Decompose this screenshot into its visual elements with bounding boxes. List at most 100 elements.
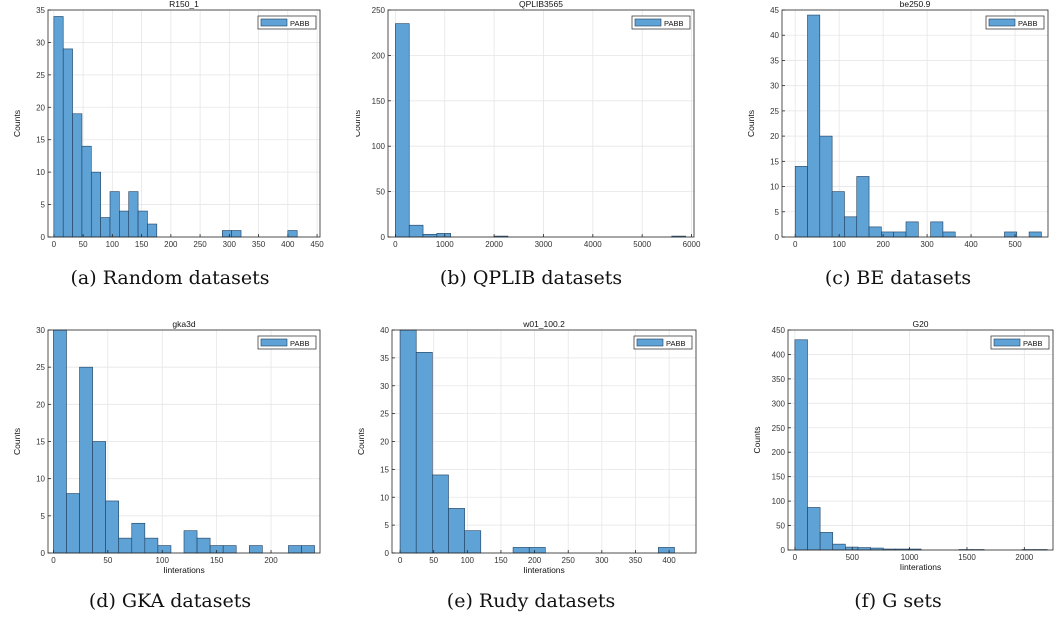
- histogram-bar: [408, 224, 424, 238]
- y-tick-label: 10: [36, 168, 45, 177]
- histogram-be: 0 100 200 300 400 500 0 5 10 15 20 25 30 35 40 45 be250.…: [746, 0, 1049, 250]
- x-tick-label: 400: [662, 556, 676, 565]
- y-tick-label: 10: [770, 183, 779, 192]
- histogram-bar: [231, 230, 242, 238]
- y-axis-label: Counts: [356, 110, 362, 137]
- chart-title: G20: [912, 319, 928, 329]
- x-tick-label: 250: [193, 240, 207, 249]
- y-tick-label: 100: [772, 497, 786, 506]
- histogram-bar: [105, 500, 120, 554]
- y-tick-label: 15: [770, 157, 779, 166]
- y-tick-label: 150: [772, 473, 786, 482]
- y-tick-label: 5: [41, 201, 46, 210]
- histogram-bar: [288, 545, 302, 554]
- histogram-bar: [930, 221, 944, 238]
- y-tick-label: 200: [772, 448, 786, 457]
- histogram-bar: [528, 547, 546, 554]
- histogram-bar: [147, 223, 158, 238]
- histogram-bar: [807, 507, 821, 551]
- histogram-bar: [831, 191, 845, 238]
- y-tick-label: 0: [781, 546, 786, 555]
- y-tick-label: 45: [770, 6, 779, 15]
- histogram-bar: [53, 329, 67, 554]
- chart-panel-random: 0 50 100 150 200 250 300 350 400 450 0 5 10 15 20 25 30 3…: [0, 0, 340, 250]
- caption-random: (a) Random datasets: [70, 267, 270, 289]
- x-tick-label: 2000: [485, 240, 503, 249]
- x-tick-label: 0: [793, 240, 798, 249]
- histogram-bar: [512, 547, 530, 554]
- y-tick-label: 10: [36, 475, 45, 484]
- histogram-g: 0 500 1000 1500 2000 0 50 100 150 200 250 300 350 400…: [752, 319, 1054, 572]
- legend-swatch: [260, 338, 288, 347]
- x-axis-label: Iinterations: [894, 249, 936, 250]
- histogram-bar: [222, 230, 232, 238]
- x-tick-label: 400: [281, 240, 295, 249]
- histogram-bar: [92, 441, 106, 554]
- x-tick-label: 1500: [958, 553, 976, 562]
- histogram-bar: [844, 216, 858, 238]
- y-tick-label: 400: [772, 350, 786, 359]
- legend-swatch: [260, 18, 288, 27]
- histogram-bar: [415, 351, 433, 554]
- histogram-bar: [157, 545, 172, 554]
- histogram-bar: [893, 231, 907, 238]
- x-tick-label: 50: [103, 556, 112, 565]
- x-tick-label: 0: [793, 553, 798, 562]
- x-tick-label: 100: [156, 556, 170, 565]
- y-tick-label: 15: [380, 465, 389, 474]
- y-tick-label: 5: [41, 512, 46, 521]
- x-tick-label: 150: [494, 556, 508, 565]
- legend-label: PABB: [1018, 19, 1037, 28]
- histogram-bar: [807, 14, 821, 238]
- histogram-rudy: 0 50 100 150 200 250 300 350 400 0 5 10 15 20 25 30 35 40…: [356, 319, 697, 575]
- histogram-bar: [287, 230, 298, 238]
- histogram-bar: [819, 135, 833, 238]
- y-tick-label: 30: [770, 82, 779, 91]
- y-tick-label: 35: [770, 56, 779, 65]
- x-tick-label: 1000: [436, 240, 454, 249]
- y-tick-label: 35: [36, 6, 45, 15]
- chart-title: R150_1: [169, 0, 199, 9]
- y-tick-label: 0: [775, 233, 780, 242]
- y-tick-label: 15: [36, 438, 45, 447]
- axes-box: [47, 9, 321, 238]
- caption-g: (f) G sets: [854, 590, 942, 612]
- histogram-bar: [53, 16, 64, 238]
- y-tick-label: 40: [770, 31, 779, 40]
- y-tick-label: 40: [380, 326, 389, 335]
- y-tick-label: 5: [775, 208, 780, 217]
- histogram-bar: [100, 217, 111, 238]
- histogram-bar: [66, 493, 80, 554]
- histogram-bar: [144, 537, 159, 554]
- chart-panel-rudy: 0 50 100 150 200 250 300 350 400 0 5 10 15 20 25 30 35 40…: [356, 310, 706, 580]
- histogram-bar: [794, 339, 808, 551]
- y-tick-label: 10: [380, 493, 389, 502]
- axes-box: [387, 9, 695, 238]
- x-tick-label: 250: [562, 556, 576, 565]
- legend-swatch: [988, 18, 1016, 27]
- histogram-bar: [658, 547, 675, 554]
- legend-swatch: [993, 338, 1021, 347]
- x-tick-label: 3000: [535, 240, 553, 249]
- y-tick-label: 20: [36, 103, 45, 112]
- y-axis-label: Counts: [356, 428, 366, 455]
- histogram-random: 0 50 100 150 200 250 300 350 400 450 0 5 10 15 20 25 30 3…: [12, 0, 324, 250]
- x-tick-label: 200: [528, 556, 542, 565]
- histogram-bar: [81, 145, 92, 238]
- chart-panel-gka: 0 50 100 150 200 0 5 10 15 20 25 30 gka3d Iinteration…: [0, 310, 340, 580]
- chart-panel-g: 0 500 1000 1500 2000 0 50 100 150 200 250 300 350 400…: [738, 310, 1058, 580]
- x-tick-label: 200: [164, 240, 178, 249]
- x-tick-label: 400: [964, 240, 978, 249]
- histogram-bar: [196, 537, 211, 554]
- legend-label: PABB: [666, 339, 685, 348]
- x-tick-label: 0: [52, 240, 57, 249]
- histogram-bar: [137, 210, 148, 238]
- y-tick-label: 250: [372, 6, 386, 15]
- x-tick-label: 150: [135, 240, 149, 249]
- y-tick-label: 25: [36, 71, 45, 80]
- x-tick-label: 4000: [584, 240, 602, 249]
- y-tick-label: 450: [772, 326, 786, 335]
- histogram-bar: [79, 366, 93, 554]
- histogram-bar: [248, 545, 263, 554]
- x-tick-label: 0: [393, 240, 398, 249]
